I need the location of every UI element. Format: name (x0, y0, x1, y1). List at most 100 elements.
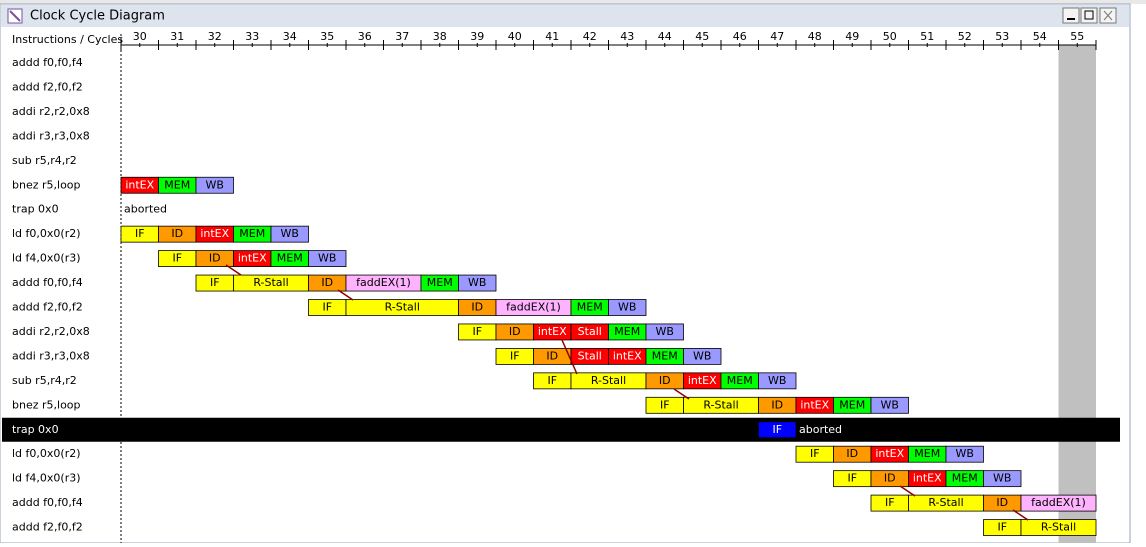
cycle-label: 43 (620, 30, 634, 43)
instruction-row: ld f0,0x0(r2) IF ID intEX MEM WB (12, 445, 984, 463)
stage-label: ID (996, 496, 1008, 509)
stage-label: IF (997, 521, 1007, 534)
stage-label: Stall (578, 325, 602, 338)
stage-label: WB (281, 227, 299, 240)
instruction-row: addd f0,f0,f4 IF R-Stall ID faddEX(1) MEM WB (12, 274, 497, 292)
instruction-row: addd f0,f0,f4 (12, 56, 83, 69)
instruction-label: addi r3,r3,0x8 (12, 129, 90, 142)
instruction-row: trap 0x0 aborted (12, 203, 167, 216)
close-icon (1103, 10, 1113, 21)
stage-label: Stall (578, 349, 602, 362)
dependency-arrows (225, 264, 1029, 521)
instruction-row: bnez r5,loop IF R-Stall ID intEX MEM WB (12, 396, 909, 414)
instruction-label: bnez r5,loop (12, 398, 81, 411)
instruction-label: addd f0,f0,f4 (12, 496, 83, 509)
instruction-row: bnez r5,loop intEX MEM WB (12, 176, 234, 194)
instruction-row: addd f0,f0,f4 IF R-Stall ID faddEX(1) (12, 494, 1097, 512)
stage-label: faddEX(1) (356, 276, 411, 289)
cycle-label: 51 (920, 30, 934, 43)
stage-note: aborted (124, 203, 167, 216)
instruction-label: bnez r5,loop (12, 178, 81, 191)
stage-label: R-Stall (1041, 521, 1076, 534)
instruction-label: ld f4,0x0(r3) (12, 472, 81, 485)
stage-label: R-Stall (253, 276, 288, 289)
cycle-label: 54 (1033, 30, 1047, 43)
arrow (561, 339, 578, 375)
stage-label: ID (771, 398, 783, 411)
cycle-label: 38 (433, 30, 447, 43)
stage-label: WB (881, 398, 899, 411)
stage-label: WB (656, 325, 674, 338)
stage-cell (645, 323, 684, 341)
instruction-row: addi r2,r2,0x8 (12, 105, 90, 118)
arrow (225, 264, 242, 276)
instruction-label: addd f2,f0,f2 (12, 301, 83, 314)
stage-label: intEX (238, 252, 267, 265)
stage-label: IF (660, 398, 670, 411)
stage-label: ID (846, 447, 858, 460)
stage-label: IF (172, 252, 182, 265)
cycle-label: 37 (395, 30, 409, 43)
cycle-label: 40 (508, 30, 522, 43)
instruction-label: addd f2,f0,f2 (12, 521, 83, 534)
instruction-label: addd f2,f0,f2 (12, 80, 83, 93)
cycle-label: 42 (583, 30, 597, 43)
stage-label: MEM (914, 447, 940, 460)
cycle-label: 49 (845, 30, 859, 43)
instruction-row: addd f2,f0,f2 IF R-Stall (12, 519, 1097, 536)
instruction-label: addi r2,r2,0x8 (12, 105, 90, 118)
stage-label: WB (318, 252, 336, 265)
current-cycle (1058, 45, 1096, 543)
stage-label: IF (772, 423, 782, 436)
stage-label: IF (885, 496, 895, 509)
cycle-label: 33 (245, 30, 259, 43)
cycle-label: 45 (695, 30, 709, 43)
stage-label: ID (209, 252, 221, 265)
cycle-label: 34 (283, 30, 297, 43)
instruction-label: sub r5,r4,r2 (12, 374, 77, 387)
arrow (899, 485, 916, 497)
cycle-label: 36 (358, 30, 372, 43)
cycle-label: 52 (958, 30, 972, 43)
stage-cell (870, 396, 909, 414)
stage-note: aborted (799, 423, 842, 436)
instruction-label: addi r3,r3,0x8 (12, 349, 90, 362)
instruction-row: addi r2,r2,0x8 IF ID intEX Stall MEM WB (12, 323, 684, 341)
stage-label: intEX (200, 227, 229, 240)
instruction-label: trap 0x0 (12, 423, 59, 436)
stage-cell (308, 250, 347, 268)
stage-label: intEX (875, 447, 904, 460)
stage-label: ID (509, 325, 521, 338)
instruction-label: addd f0,f0,f4 (12, 56, 83, 69)
stage-label: R-Stall (591, 374, 626, 387)
stage-label: MEM (952, 472, 978, 485)
instruction-row: addi r3,r3,0x8 IF ID Stall intEX MEM WB (12, 347, 722, 365)
instruction-row: addd f2,f0,f2 (12, 80, 83, 93)
stage-cell (758, 372, 797, 390)
cycle-label: 44 (658, 30, 672, 43)
stage-cell (195, 176, 234, 194)
instruction-label: ld f0,0x0(r2) (12, 227, 81, 240)
cycle-label: 32 (208, 30, 222, 43)
stage-label: IF (810, 447, 820, 460)
arrow (1012, 509, 1029, 521)
stage-label: WB (693, 349, 711, 362)
diagram: 30 31 32 33 34 35 36 37 38 39 40 41 42 43 44 45 46 47 48 49… (2, 30, 1120, 543)
stage-cell (683, 347, 722, 365)
window-buttons (1062, 7, 1117, 24)
header-label: Instructions / Cycles (12, 33, 123, 46)
row-highlight (2, 417, 1120, 442)
maximize-button[interactable] (1080, 7, 1098, 24)
cycle-label: 47 (770, 30, 784, 43)
stage-label: ID (659, 374, 671, 387)
cycle-label: 41 (545, 30, 559, 43)
stage-label: intEX (913, 472, 942, 485)
minimize-button[interactable] (1062, 7, 1080, 24)
cycle-label: 30 (133, 30, 147, 43)
stage-cell (1020, 494, 1097, 512)
stage-label: MEM (614, 325, 640, 338)
instruction-row: ld f0,0x0(r2) IF ID intEX MEM WB (12, 225, 309, 243)
stage-label: ID (471, 301, 483, 314)
instruction-row: addi r3,r3,0x8 (12, 129, 90, 142)
